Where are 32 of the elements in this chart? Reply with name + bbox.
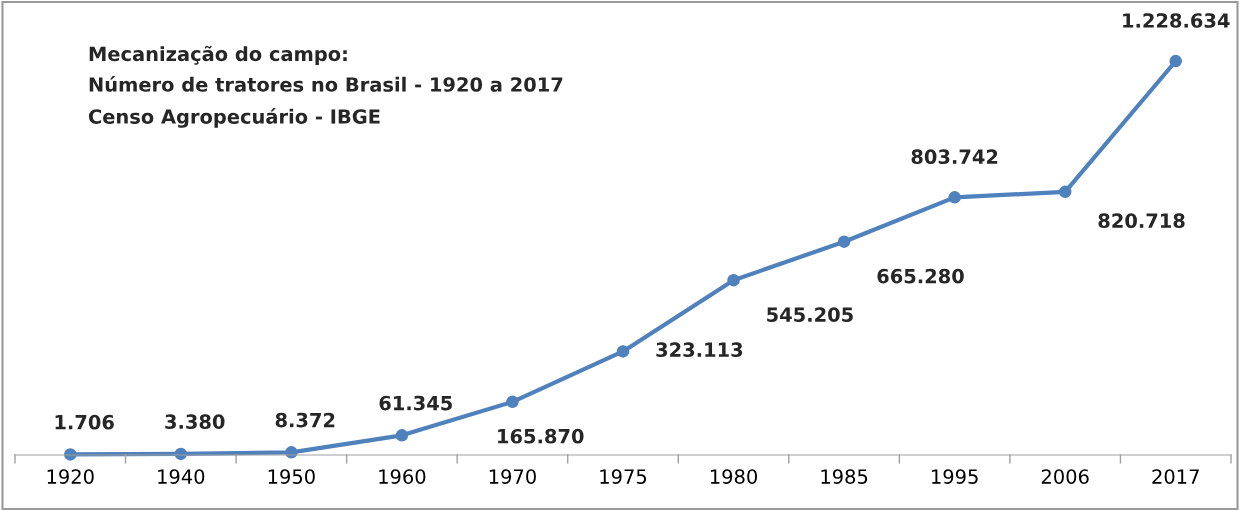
point [727, 273, 740, 287]
data-label: 8.372 [275, 412, 335, 428]
point [395, 429, 409, 442]
x-tick-label: 1985 [821, 469, 868, 484]
data-label: 1.706 [55, 414, 114, 430]
point [1058, 185, 1072, 199]
point [948, 191, 961, 204]
point [837, 235, 851, 248]
x-tick-label: 1980 [710, 469, 757, 484]
point [506, 395, 519, 409]
point [1169, 54, 1182, 68]
data-label: 665.280 [877, 268, 964, 284]
point [616, 345, 630, 358]
x-tick-label: 1970 [489, 469, 536, 484]
x-tick-label: 1940 [158, 469, 205, 484]
data-label: 3.380 [165, 414, 225, 429]
data-label: 165.870 [498, 428, 584, 444]
chart-title: Mecanização do campo: Número de tratores no Brasil - 1920 a 2017 [89, 45, 563, 92]
x-tick-label: 2017 [1152, 469, 1199, 484]
data-label: 803.742 [911, 149, 998, 165]
x-tick-label: 1960 [379, 469, 426, 484]
data-label: 61.345 [379, 395, 452, 411]
x-tick-label: 1975 [600, 469, 647, 484]
data-label: 545.205 [767, 307, 853, 322]
x-tick-label: 1920 [47, 469, 94, 484]
data-label: 1.228.634 [1123, 13, 1230, 28]
data-label: 323.113 [656, 342, 743, 358]
x-tick-label: 2006 [1041, 469, 1089, 484]
x-tick-label: 1995 [932, 469, 978, 484]
annotation: Censo Agropecuário - IBGE [88, 108, 380, 128]
data-label: 820.718 [1098, 213, 1185, 229]
x-tick-label: 1950 [268, 469, 315, 484]
